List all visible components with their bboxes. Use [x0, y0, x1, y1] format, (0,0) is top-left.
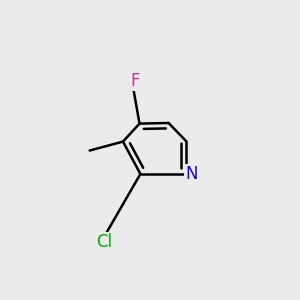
Text: Cl: Cl: [96, 233, 112, 251]
Text: F: F: [130, 72, 140, 90]
Text: N: N: [185, 165, 198, 183]
